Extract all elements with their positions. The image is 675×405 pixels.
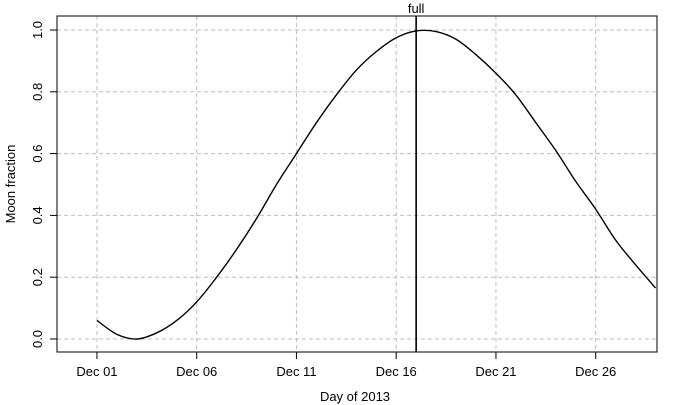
full-moon-label: full [408,1,425,16]
annotations: full [408,1,425,352]
x-tick-label: Dec 01 [76,364,117,379]
grid [57,16,657,352]
y-tick-label: 0.6 [30,145,45,163]
plot-frame [56,15,658,353]
y-tick-label: 0.0 [30,330,45,348]
x-tick-label: Dec 21 [475,364,516,379]
x-tick-label: Dec 06 [176,364,217,379]
y-tick-label: 1.0 [30,21,45,39]
y-tick-label: 0.8 [30,83,45,101]
x-tick-label: Dec 16 [376,364,417,379]
x-axis-title: Day of 2013 [320,389,390,404]
x-axis: Dec 01 Dec 06 Dec 11 Dec 16 Dec 21 Dec 26 [76,352,616,379]
y-axis-title: Moon fraction [3,145,18,224]
y-tick-label: 0.2 [30,268,45,286]
x-tick-label: Dec 26 [575,364,616,379]
y-axis: 0.0 0.2 0.4 0.6 0.8 1.0 [30,21,57,348]
y-tick-label: 0.4 [30,206,45,224]
series-line-moon-fraction [96,29,657,340]
x-tick-label: Dec 11 [276,364,316,379]
